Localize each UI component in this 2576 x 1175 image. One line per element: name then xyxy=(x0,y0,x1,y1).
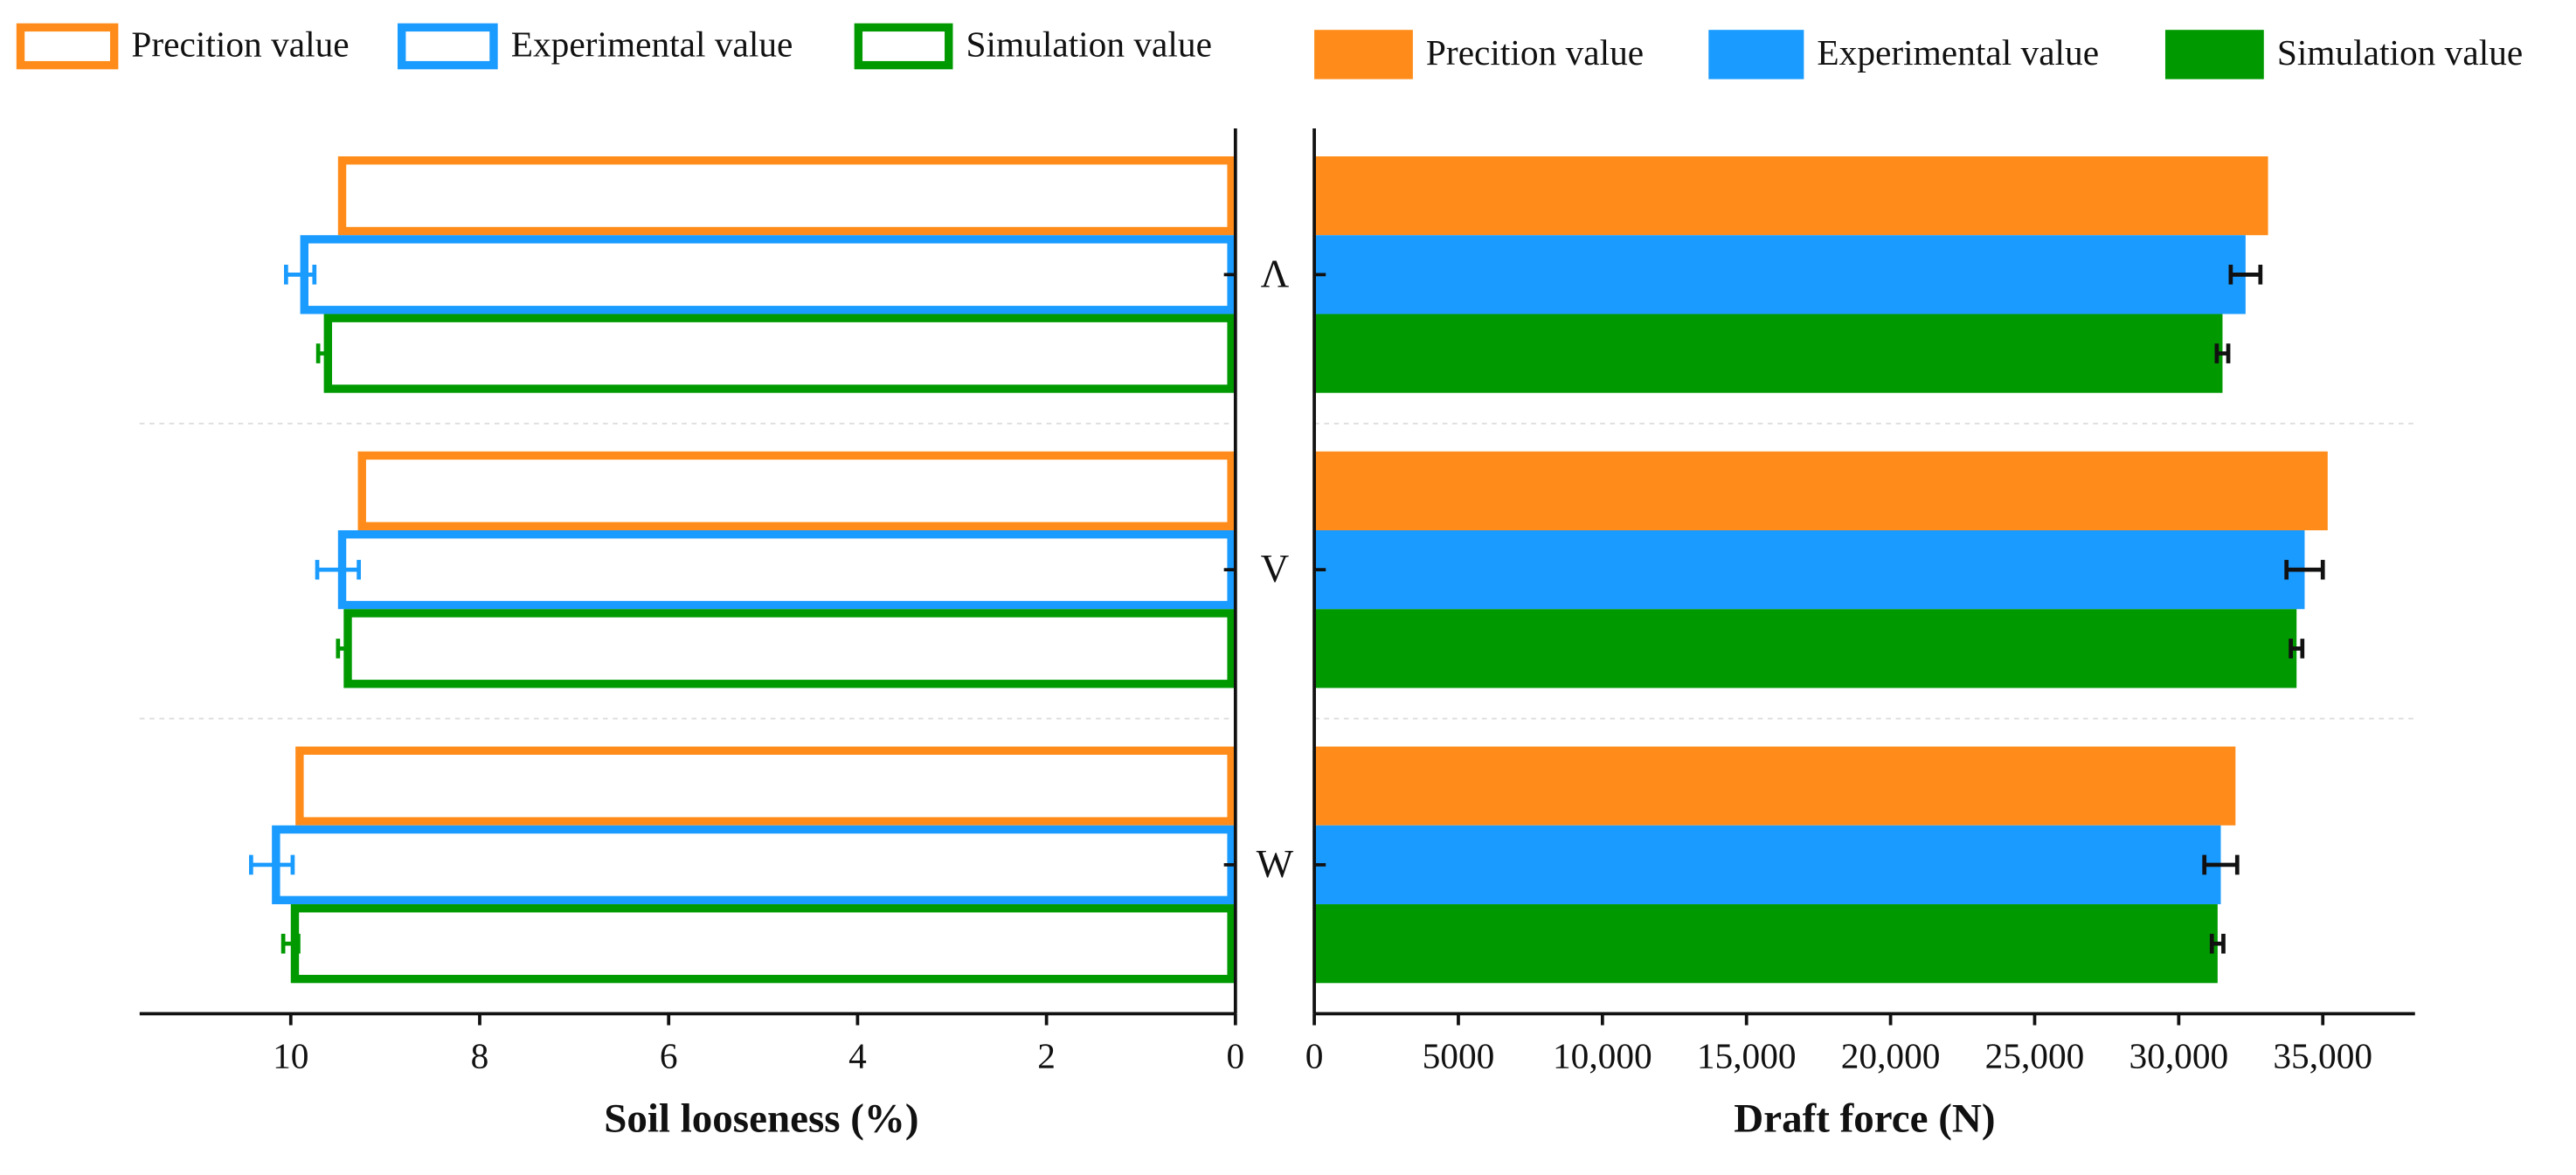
legend-label: Simulation value xyxy=(2277,32,2523,73)
category-label: V xyxy=(1261,547,1290,591)
error-bar xyxy=(2209,933,2226,954)
legend-swatch xyxy=(1708,30,1804,79)
legend-label: Precition value xyxy=(131,24,349,64)
error-bar xyxy=(315,559,361,580)
error-bar xyxy=(2228,265,2263,285)
bar xyxy=(343,609,1236,688)
x-tick-label: 4 xyxy=(848,1036,867,1076)
error-bar xyxy=(284,265,317,285)
x-tick-label: 8 xyxy=(471,1036,489,1076)
bar xyxy=(1314,314,2223,393)
bar xyxy=(1314,746,2236,826)
category-label: Λ xyxy=(1261,252,1290,295)
x-tick-label: 5000 xyxy=(1423,1036,1495,1076)
bar xyxy=(1314,609,2297,688)
category-label: W xyxy=(1257,842,1294,886)
x-tick-label: 2 xyxy=(1037,1036,1056,1076)
legend-label: Experimental value xyxy=(1817,32,2099,73)
bar xyxy=(290,904,1236,984)
bar xyxy=(1314,904,2218,984)
x-tick-label: 30,000 xyxy=(2129,1036,2228,1076)
x-tick-label: 6 xyxy=(660,1036,678,1076)
bar xyxy=(1314,451,2328,531)
x-tick-label: 20,000 xyxy=(1841,1036,1941,1076)
legend-swatch xyxy=(854,23,953,70)
x-tick-label: 10 xyxy=(273,1036,308,1076)
error-bar xyxy=(315,343,332,363)
bar xyxy=(323,314,1236,393)
legend-label: Precition value xyxy=(1426,32,1644,73)
bar xyxy=(272,825,1236,905)
legend-swatch xyxy=(1314,30,1413,79)
x-axis-title: Draft force (N) xyxy=(1734,1096,1995,1141)
legend-swatch xyxy=(16,23,119,70)
bar xyxy=(357,451,1236,531)
x-axis-title: Soil looseness (%) xyxy=(604,1096,918,1141)
bar xyxy=(1314,825,2221,905)
x-tick-label: 15,000 xyxy=(1697,1036,1797,1076)
x-tick-label: 25,000 xyxy=(1985,1036,2085,1076)
x-tick-label: 35,000 xyxy=(2273,1036,2372,1076)
bar xyxy=(337,530,1236,610)
bar xyxy=(337,156,1236,236)
x-tick-label: 0 xyxy=(1226,1036,1244,1076)
bar xyxy=(1314,530,2305,610)
bar xyxy=(1314,156,2268,236)
error-bar xyxy=(2202,854,2240,875)
legend-swatch xyxy=(397,23,498,70)
legend-label: Simulation value xyxy=(966,24,1212,64)
bar xyxy=(295,746,1236,826)
legend-label: Experimental value xyxy=(511,24,793,64)
legend-swatch xyxy=(2164,30,2264,79)
error-bar xyxy=(336,639,352,659)
bar xyxy=(300,235,1236,314)
error-bar xyxy=(2284,559,2325,580)
error-bar xyxy=(249,854,295,875)
x-tick-label: 0 xyxy=(1305,1036,1324,1076)
error-bar xyxy=(2214,343,2231,363)
error-bar xyxy=(2289,639,2305,659)
error-bar xyxy=(280,933,301,954)
x-tick-label: 10,000 xyxy=(1553,1036,1652,1076)
bar xyxy=(1314,235,2246,314)
